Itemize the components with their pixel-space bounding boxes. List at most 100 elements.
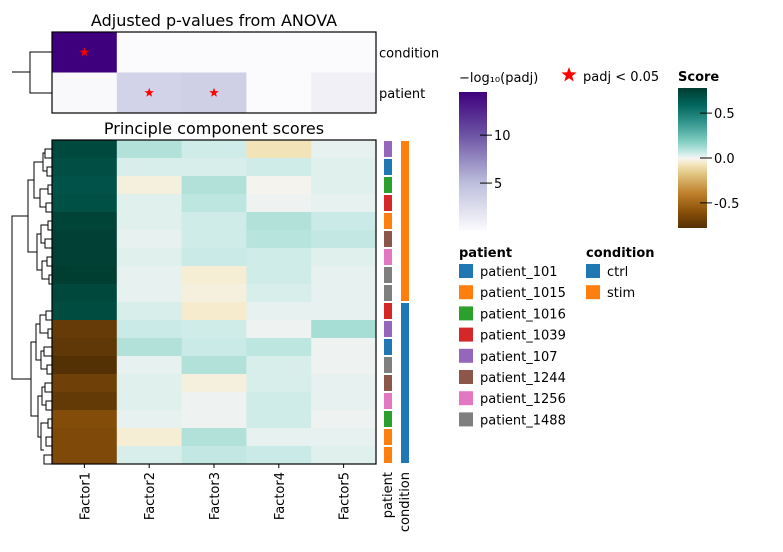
score-colorbar-ticks: 0.5 0.0 -0.5 (700, 107, 739, 212)
condition-strip-cell (401, 303, 409, 463)
score-cell (116, 338, 183, 357)
patient-strip-cell (384, 159, 392, 175)
pvalue-tick-label: 5 (494, 177, 502, 192)
patient-strip-cell (384, 249, 392, 265)
score-tick-label: 0.0 (714, 152, 735, 167)
patient-legend-label: patient_1256 (480, 392, 566, 407)
score-cell (311, 302, 377, 321)
patient-strip-cell (384, 393, 392, 409)
score-cell (52, 176, 118, 195)
top-heatmap-row-labels: condition patient (379, 46, 439, 102)
score-cell (181, 230, 247, 249)
patient-strip-cell (384, 231, 392, 247)
x-tick-label: Factor2 (143, 472, 158, 520)
patient-swatch (459, 348, 473, 363)
score-cell (246, 428, 312, 447)
score-cell (52, 446, 118, 465)
score-cell (246, 446, 312, 465)
patient-strip-cell (384, 141, 392, 157)
score-cell (246, 212, 312, 231)
score-cell (311, 194, 377, 213)
score-cell (311, 212, 377, 231)
patient-swatch (459, 370, 473, 384)
patient-strip-cell (384, 447, 392, 463)
significance-legend-label: padj < 0.05 (583, 70, 659, 85)
pvalue-tick-label: 10 (494, 129, 511, 144)
score-cell (116, 158, 183, 177)
score-cell (311, 140, 377, 159)
score-cell (246, 284, 312, 303)
patient-legend-label: patient_1039 (480, 329, 566, 344)
x-tick-label: Factor3 (208, 472, 223, 520)
patient-strip-cell (384, 303, 392, 319)
score-cell (311, 392, 377, 411)
patient-strip-cell (384, 177, 392, 193)
score-cell (116, 248, 183, 267)
patient-legend-label: patient_107 (480, 350, 558, 365)
pvalue-cell (311, 72, 377, 114)
score-cell (311, 320, 377, 339)
score-cell (246, 320, 312, 339)
score-cell (246, 338, 312, 357)
annotation-strips (384, 141, 409, 463)
score-cell (181, 176, 247, 195)
main-heatmap-title: Principle component scores (104, 119, 324, 138)
score-cell (246, 176, 312, 195)
score-cell (52, 356, 118, 375)
significance-star-icon (79, 47, 90, 57)
score-cell (52, 140, 118, 159)
pvalue-cell (311, 32, 377, 73)
pvalue-colorbar (459, 92, 487, 231)
score-cell (311, 230, 377, 249)
condition-legend: ctrl stim (586, 264, 635, 301)
patient-swatch (459, 285, 473, 300)
patient-strip-cell (384, 321, 392, 337)
score-cell (246, 392, 312, 411)
patient-strip-cell (384, 285, 392, 301)
x-tick-label: Factor5 (338, 472, 353, 520)
score-cell (52, 158, 118, 177)
pvalue-cell (181, 32, 247, 73)
score-cell (116, 230, 183, 249)
score-cell (116, 212, 183, 231)
score-cell (311, 338, 377, 357)
patient-legend-label: patient_1016 (480, 307, 566, 322)
score-cell (181, 446, 247, 465)
score-cell (116, 266, 183, 285)
score-cell (181, 284, 247, 303)
score-cell (311, 356, 377, 375)
score-tick-label: 0.5 (714, 107, 735, 122)
score-cell (181, 374, 247, 393)
annotation-label: condition (398, 472, 413, 532)
score-cell (52, 320, 118, 339)
patient-strip-cell (384, 339, 392, 355)
patient-swatch (459, 264, 473, 278)
main-dendrogram (11, 148, 52, 465)
score-cell (311, 446, 377, 465)
score-cell (181, 194, 247, 213)
condition-legend-label: stim (607, 286, 635, 301)
score-cell (311, 158, 377, 177)
star-marker-icon (561, 67, 577, 82)
score-cell (116, 392, 183, 411)
pvalue-cell (246, 32, 312, 73)
score-cell (181, 140, 247, 159)
score-cell (181, 410, 247, 429)
score-cell (52, 230, 118, 249)
score-cell (311, 248, 377, 267)
patient-legend-label: patient_1244 (480, 371, 566, 386)
score-cell (246, 266, 312, 285)
score-cell (52, 248, 118, 267)
score-cell (116, 356, 183, 375)
annotation-label: patient (381, 472, 396, 518)
condition-legend-title: condition (586, 246, 655, 261)
score-cell (181, 266, 247, 285)
score-cell (311, 410, 377, 429)
patient-legend-label: patient_1015 (480, 286, 566, 301)
score-cell (181, 320, 247, 339)
score-cell (116, 410, 183, 429)
top-row-label: patient (379, 87, 425, 102)
score-cell (311, 266, 377, 285)
score-cell (52, 374, 118, 393)
